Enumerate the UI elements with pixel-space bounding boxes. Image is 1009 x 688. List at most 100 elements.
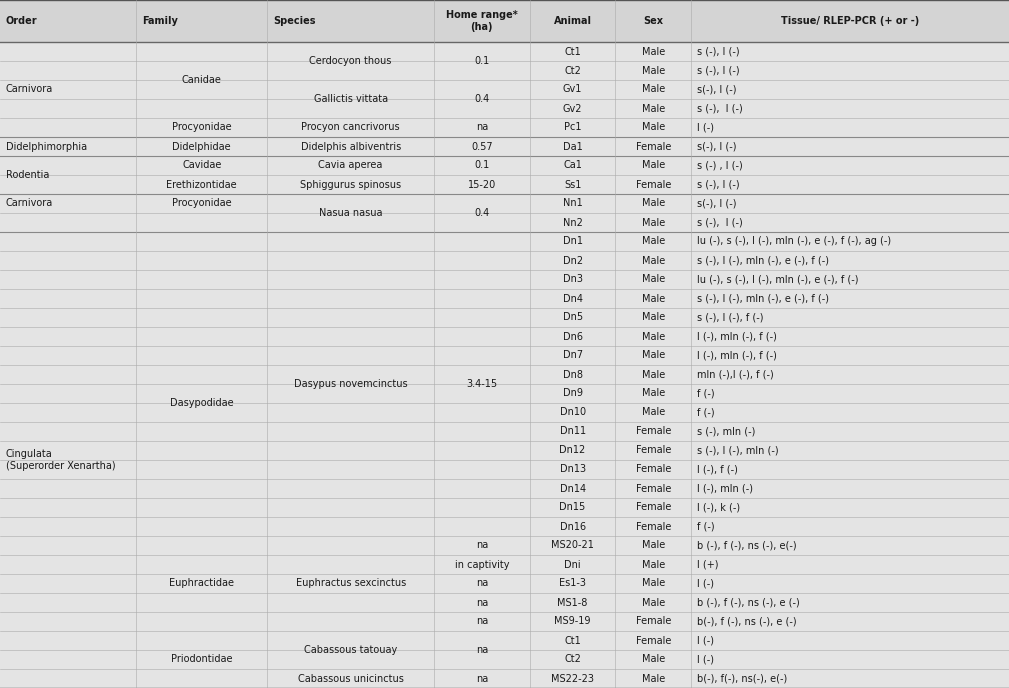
Bar (0, 669, 1009, 688)
Bar (0, 460, 1009, 479)
Text: Sphiggurus spinosus: Sphiggurus spinosus (300, 180, 402, 189)
Text: Euphractidae: Euphractidae (170, 579, 234, 588)
Text: Male: Male (642, 312, 665, 323)
Text: na: na (475, 579, 488, 588)
Text: Male: Male (642, 217, 665, 228)
Text: Dn2: Dn2 (563, 255, 582, 266)
Text: Male: Male (642, 541, 665, 550)
Bar (0, 270, 1009, 289)
Bar (0, 194, 1009, 213)
Text: Male: Male (642, 160, 665, 171)
Text: l (-): l (-) (697, 579, 714, 588)
Bar (0, 346, 1009, 365)
Bar (0, 175, 1009, 194)
Bar (0, 650, 1009, 669)
Text: Procyonidae: Procyonidae (172, 199, 232, 208)
Bar (0, 365, 1009, 384)
Text: Dn5: Dn5 (563, 312, 582, 323)
Text: Tissue/ RLEP-PCR (+ or -): Tissue/ RLEP-PCR (+ or -) (781, 16, 919, 26)
Text: Female: Female (636, 636, 671, 645)
Text: 0.4: 0.4 (474, 94, 489, 104)
Bar (0, 327, 1009, 346)
Text: Dn12: Dn12 (559, 446, 586, 455)
Text: 0.4: 0.4 (474, 208, 489, 218)
Text: Didelphimorphia: Didelphimorphia (6, 142, 87, 151)
Text: Dn10: Dn10 (560, 407, 585, 418)
Text: Male: Male (642, 85, 665, 94)
Text: MS20-21: MS20-21 (551, 541, 594, 550)
Text: Home range*
(ha): Home range* (ha) (446, 10, 518, 32)
Bar (0, 555, 1009, 574)
Text: Canidae: Canidae (182, 75, 222, 85)
Text: Dn16: Dn16 (560, 522, 585, 532)
Text: s(-), l (-): s(-), l (-) (697, 199, 737, 208)
Text: Dn1: Dn1 (563, 237, 582, 246)
Text: s (-), l (-): s (-), l (-) (697, 180, 740, 189)
Text: l (-): l (-) (697, 122, 714, 133)
Text: 15-20: 15-20 (468, 180, 495, 189)
Text: Male: Male (642, 47, 665, 56)
Bar (0, 0, 1009, 42)
Text: Dn13: Dn13 (560, 464, 585, 475)
Text: Erethizontidae: Erethizontidae (166, 180, 237, 189)
Text: Animal: Animal (554, 16, 591, 26)
Text: Ct1: Ct1 (564, 636, 581, 645)
Bar (0, 289, 1009, 308)
Bar (0, 517, 1009, 536)
Text: Dasypodidae: Dasypodidae (170, 398, 234, 408)
Text: Ss1: Ss1 (564, 180, 581, 189)
Text: Cingulata
(Superorder Xenartha): Cingulata (Superorder Xenartha) (6, 449, 116, 471)
Bar (0, 612, 1009, 631)
Text: Male: Male (642, 65, 665, 76)
Text: Cabassous unicinctus: Cabassous unicinctus (298, 674, 404, 683)
Text: Female: Female (636, 484, 671, 493)
Text: s(-), l (-): s(-), l (-) (697, 85, 737, 94)
Bar (0, 479, 1009, 498)
Text: na: na (475, 674, 488, 683)
Text: lu (-), s (-), l (-), mln (-), e (-), f (-), ag (-): lu (-), s (-), l (-), mln (-), e (-), f … (697, 237, 891, 246)
Text: Dni: Dni (564, 559, 581, 570)
Text: Species: Species (273, 16, 316, 26)
Text: na: na (475, 541, 488, 550)
Text: Male: Male (642, 122, 665, 133)
Text: Gv1: Gv1 (563, 85, 582, 94)
Text: na: na (475, 645, 488, 655)
Text: l (-), f (-): l (-), f (-) (697, 464, 738, 475)
Text: Ct2: Ct2 (564, 654, 581, 665)
Bar (0, 156, 1009, 175)
Text: Male: Male (642, 199, 665, 208)
Text: Male: Male (642, 369, 665, 380)
Text: Male: Male (642, 294, 665, 303)
Text: Sex: Sex (644, 16, 663, 26)
Text: MS22-23: MS22-23 (551, 674, 594, 683)
Text: Male: Male (642, 332, 665, 341)
Text: lu (-), s (-), l (-), mln (-), e (-), f (-): lu (-), s (-), l (-), mln (-), e (-), f … (697, 275, 859, 285)
Text: Female: Female (636, 616, 671, 627)
Text: Male: Male (642, 579, 665, 588)
Text: s (-), mln (-): s (-), mln (-) (697, 427, 756, 436)
Text: Male: Male (642, 597, 665, 608)
Text: Ca1: Ca1 (563, 160, 582, 171)
Text: Dn8: Dn8 (563, 369, 582, 380)
Bar (0, 251, 1009, 270)
Bar (0, 593, 1009, 612)
Bar (0, 213, 1009, 232)
Text: mln (-),l (-), f (-): mln (-),l (-), f (-) (697, 369, 774, 380)
Text: Male: Male (642, 389, 665, 398)
Text: MS9-19: MS9-19 (554, 616, 591, 627)
Text: Male: Male (642, 559, 665, 570)
Text: Pc1: Pc1 (564, 122, 581, 133)
Text: Male: Male (642, 275, 665, 285)
Text: 0.57: 0.57 (471, 142, 492, 151)
Bar (0, 441, 1009, 460)
Text: Female: Female (636, 464, 671, 475)
Text: Female: Female (636, 427, 671, 436)
Text: Ct1: Ct1 (564, 47, 581, 56)
Text: na: na (475, 616, 488, 627)
Text: Nn2: Nn2 (563, 217, 582, 228)
Text: Cabassous tatouay: Cabassous tatouay (304, 645, 398, 655)
Text: f (-): f (-) (697, 407, 714, 418)
Text: Order: Order (6, 16, 37, 26)
Text: Female: Female (636, 142, 671, 151)
Bar (0, 384, 1009, 403)
